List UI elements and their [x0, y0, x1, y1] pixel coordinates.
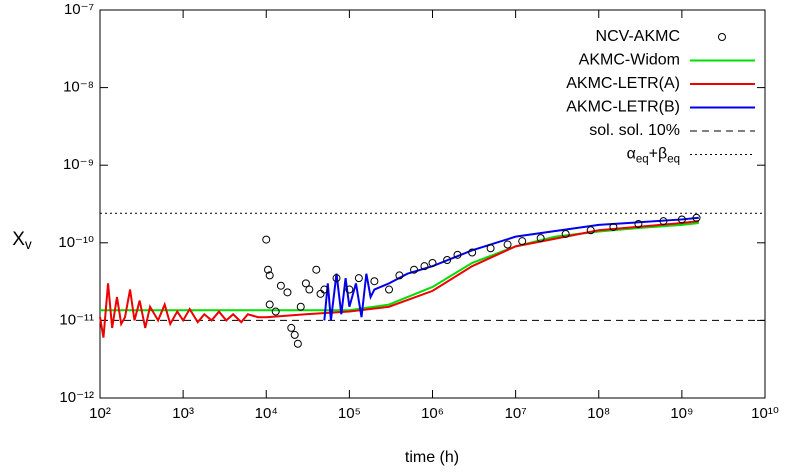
data-point — [290, 330, 299, 339]
data-point — [395, 271, 404, 280]
x-tick-label: 10¹⁰ — [751, 405, 779, 422]
data-point — [283, 288, 292, 297]
data-point — [518, 237, 527, 246]
data-point — [332, 274, 341, 283]
series-line — [100, 221, 699, 312]
x-axis-label: time (h) — [405, 449, 459, 466]
series-line — [323, 216, 699, 321]
data-point — [305, 285, 314, 294]
legend-label: AKMC-Widom — [579, 52, 680, 69]
data-point — [561, 229, 570, 238]
x-tick-label: 10⁸ — [587, 405, 610, 422]
data-point — [265, 271, 274, 280]
data-point — [354, 274, 363, 283]
data-point — [271, 307, 280, 316]
data-point — [370, 277, 379, 286]
x-tick-label: 10⁴ — [255, 405, 278, 422]
data-point — [287, 323, 296, 332]
data-point — [428, 258, 437, 267]
y-tick-label: 10⁻¹¹ — [59, 311, 94, 328]
data-point — [264, 265, 273, 274]
x-tick-label: 10³ — [172, 405, 194, 422]
data-point — [316, 289, 325, 298]
data-point — [312, 265, 321, 274]
legend-label: NCV-AKMC — [596, 28, 680, 45]
x-tick-label: 10⁵ — [338, 405, 361, 422]
data-point — [443, 256, 452, 265]
x-tick-label: 10⁶ — [421, 405, 444, 422]
x-tick-label: 10⁹ — [670, 405, 693, 422]
legend-label: AKMC-LETR(A) — [566, 75, 680, 92]
data-point — [692, 213, 701, 222]
data-point — [320, 285, 329, 294]
data-point — [659, 217, 668, 226]
data-point — [262, 235, 271, 244]
data-point — [586, 226, 595, 235]
data-point — [609, 222, 618, 231]
data-point — [420, 262, 429, 271]
data-point — [634, 219, 643, 228]
legend-label: αeq+βeq — [627, 146, 680, 166]
y-tick-label: 10⁻⁷ — [64, 1, 94, 18]
y-tick-label: 10⁻⁹ — [63, 156, 94, 173]
y-tick-label: 10⁻¹² — [59, 389, 94, 406]
x-tick-label: 10⁷ — [505, 405, 527, 422]
y-axis-label: Xv — [12, 229, 32, 252]
x-tick-label: 10² — [89, 405, 111, 422]
data-point — [536, 234, 545, 243]
data-point — [293, 339, 302, 348]
data-point — [453, 250, 462, 259]
y-tick-label: 10⁻¹⁰ — [58, 234, 94, 251]
series-line — [99, 220, 699, 338]
data-point — [410, 265, 419, 274]
data-point — [677, 215, 686, 224]
data-point — [265, 300, 274, 309]
data-point — [503, 240, 512, 249]
y-tick-label: 10⁻⁸ — [63, 79, 94, 96]
data-point — [301, 279, 310, 288]
legend-marker — [718, 33, 726, 41]
data-point — [468, 248, 477, 257]
data-point — [296, 302, 305, 311]
data-point — [486, 244, 495, 253]
data-point — [385, 285, 394, 294]
legend-label: sol. sol. 10% — [589, 122, 680, 139]
data-point — [276, 281, 285, 290]
legend-label: AKMC-LETR(B) — [566, 99, 680, 116]
data-point — [345, 285, 354, 294]
